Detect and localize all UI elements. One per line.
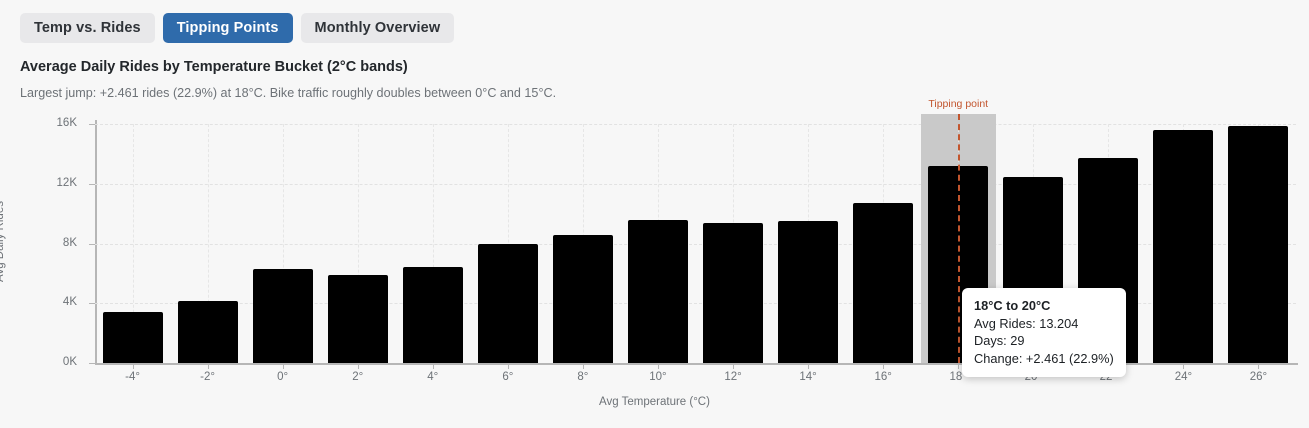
tipping-point-label: Tipping point	[928, 98, 989, 110]
x-gridline	[207, 124, 209, 363]
y-axis-line	[95, 120, 97, 365]
bar-26deg[interactable]	[1228, 125, 1289, 363]
bar-8deg[interactable]	[552, 234, 613, 363]
y-gridline	[95, 243, 1296, 245]
y-tick-label: 8K	[62, 236, 77, 249]
x-tick-mark	[432, 363, 434, 369]
y-tick-label: 0K	[62, 356, 77, 368]
x-gridline	[132, 124, 134, 363]
x-tick-mark	[132, 363, 134, 369]
x-axis-line	[95, 363, 1298, 365]
x-tick-mark	[582, 363, 584, 369]
tab-bar: Temp vs. Rides Tipping Points Monthly Over…	[20, 13, 455, 43]
x-tick-mark	[507, 363, 509, 369]
bar-4deg[interactable]	[402, 266, 463, 363]
y-gridline	[95, 303, 1296, 305]
x-tick-mark	[883, 363, 885, 369]
x-tick-label: 2°	[352, 371, 364, 383]
x-tick-label: 4°	[427, 371, 439, 383]
bar-14deg[interactable]	[778, 221, 839, 363]
tab-temp-vs-rides[interactable]: Temp vs. Rides	[20, 13, 155, 43]
x-axis-title: Avg Temperature (°C)	[599, 396, 710, 408]
x-gridline	[357, 124, 359, 363]
x-gridline	[432, 124, 434, 363]
y-tick-mark	[89, 303, 95, 305]
x-tick-label: 8°	[577, 371, 589, 383]
x-tick-mark	[207, 363, 209, 369]
x-tick-label: 26°	[1249, 371, 1268, 383]
x-tick-label: 10°	[649, 371, 667, 383]
bar-24deg[interactable]	[1153, 129, 1214, 363]
bar-6deg[interactable]	[477, 243, 538, 363]
x-tick-label: 14°	[799, 371, 817, 383]
chart-area: Avg Daily Rides Avg Temperature (°C) 0K 4…	[0, 98, 1309, 428]
bar-0deg[interactable]	[252, 268, 313, 363]
x-tick-label: 6°	[502, 371, 514, 383]
y-tick-label: 12K	[56, 176, 77, 189]
chart-subtitle: Largest jump: +2.461 rides (22.9%) at 18…	[20, 86, 557, 100]
x-tick-mark	[958, 363, 960, 369]
x-tick-mark	[1258, 363, 1260, 369]
y-tick-mark	[89, 124, 95, 125]
x-tick-mark	[357, 363, 359, 369]
x-tick-label: 0°	[277, 371, 289, 383]
x-tick-label: 16°	[874, 371, 892, 383]
tab-monthly-overview[interactable]: Monthly Overview	[300, 13, 455, 43]
tooltip-title: 18°C to 20°C	[974, 298, 1051, 313]
tab-tipping-points[interactable]: Tipping Points	[162, 13, 293, 43]
tooltip-change: Change: +2.461 (22.9%)	[974, 350, 1114, 366]
bar-16deg[interactable]	[853, 202, 914, 363]
x-tick-label: 24°	[1174, 371, 1193, 383]
x-tick-mark	[733, 363, 735, 369]
bar-10deg[interactable]	[627, 220, 688, 363]
x-tick-label: -2°	[200, 371, 215, 383]
tipping-point-line	[958, 114, 961, 363]
page-title: Average Daily Rides by Temperature Bucke…	[20, 59, 408, 75]
chart-tooltip: 18°C to 20°C Avg Rides: 13.204 Days: 29 …	[962, 288, 1126, 377]
y-gridline	[95, 183, 1296, 185]
y-tick-label: 4K	[62, 296, 77, 309]
tooltip-avg-rides: Avg Rides: 13.204	[974, 315, 1079, 331]
x-tick-label: -4°	[125, 371, 140, 383]
y-tick-mark	[89, 363, 95, 364]
bar-minus4deg[interactable]	[102, 312, 163, 363]
x-tick-mark	[808, 363, 810, 369]
y-tick-mark	[89, 243, 95, 245]
bar-12deg[interactable]	[703, 222, 764, 363]
bar-minus2deg[interactable]	[177, 301, 238, 363]
tooltip-days: Days: 29	[974, 333, 1025, 348]
x-tick-mark	[657, 363, 659, 369]
y-tick-mark	[89, 183, 95, 185]
y-tick-label: 16K	[56, 117, 77, 129]
x-tick-mark	[1183, 363, 1185, 369]
y-axis-title: Avg Daily Rides	[0, 201, 6, 282]
x-gridline	[282, 124, 284, 363]
bar-2deg[interactable]	[327, 274, 388, 363]
x-tick-mark	[282, 363, 284, 369]
x-tick-label: 12°	[724, 371, 742, 383]
y-gridline	[95, 124, 1296, 125]
